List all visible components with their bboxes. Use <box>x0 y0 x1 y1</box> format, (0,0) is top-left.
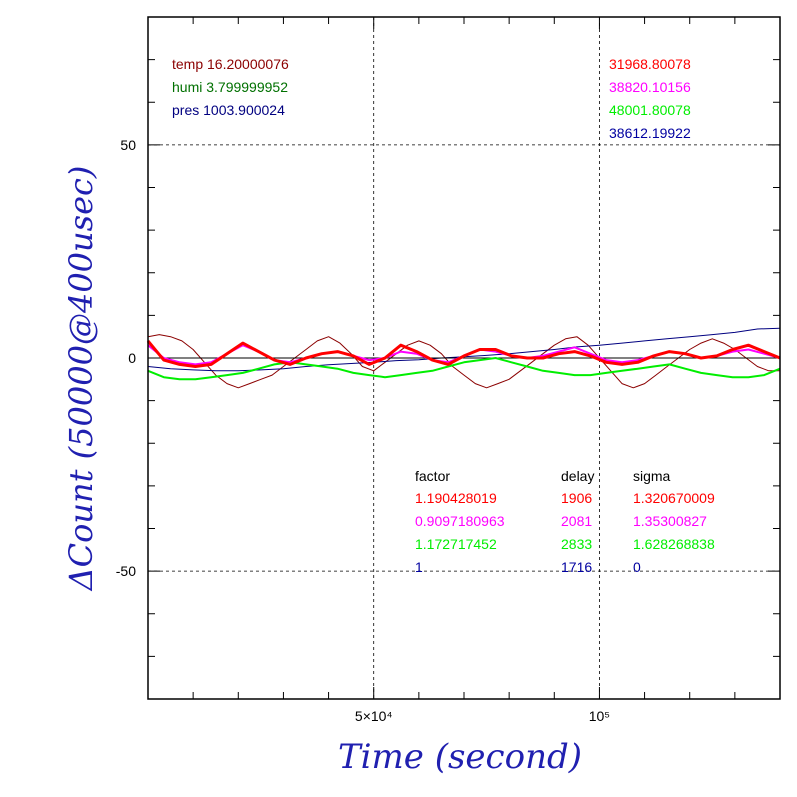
table-cell: 1906 <box>561 490 592 506</box>
table-header: delay <box>561 468 594 484</box>
table-cell: 1.172717452 <box>415 536 497 552</box>
tick-labels: 5×10⁴ 10⁵ 50 0 -50 <box>116 137 610 724</box>
table-cell: 0.9097180963 <box>415 513 505 529</box>
stats-table: factor delay sigma 1.190428019 1906 1.3206700… <box>415 468 715 575</box>
table-cell: 2081 <box>561 513 592 529</box>
env-label: temp 16.20000076 <box>172 56 289 72</box>
series-line-0 <box>147 334 780 389</box>
minor-ticks <box>148 17 780 699</box>
series-line-1 <box>147 327 781 372</box>
x-axis-title: Time (second) <box>338 737 582 777</box>
y-axis-title: ΔCount (50000@400usec) <box>62 166 100 593</box>
environment-labels: temp 16.20000076 humi 3.799999952 pres 100… <box>172 56 289 118</box>
count-label: 38612.19922 <box>609 125 691 141</box>
series-line-3 <box>147 357 781 381</box>
table-cell: 1.35300827 <box>633 513 707 529</box>
table-header: factor <box>415 468 450 484</box>
table-cell: 1.628268838 <box>633 536 715 552</box>
table-cell: 2833 <box>561 536 592 552</box>
count-labels: 31968.80078 38820.10156 48001.80078 38612.1… <box>609 56 691 141</box>
y-tick-label: 50 <box>120 137 136 153</box>
table-cell: 0 <box>633 559 641 575</box>
table-cell: 1716 <box>561 559 592 575</box>
count-label: 31968.80078 <box>609 56 691 72</box>
y-tick-label: -50 <box>116 563 136 579</box>
y-tick-label: 0 <box>128 350 136 366</box>
env-label: pres 1003.900024 <box>172 102 285 118</box>
series-line-5 <box>146 339 781 368</box>
count-label: 48001.80078 <box>609 102 691 118</box>
table-cell: 1.190428019 <box>415 490 497 506</box>
x-tick-label: 5×10⁴ <box>355 708 393 724</box>
table-header: sigma <box>633 468 671 484</box>
series-lines <box>146 327 781 389</box>
count-label: 38820.10156 <box>609 79 691 95</box>
plot-frame <box>147 16 781 700</box>
env-label: humi 3.799999952 <box>172 79 288 95</box>
table-cell: 1 <box>415 559 423 575</box>
x-tick-label: 10⁵ <box>589 708 610 724</box>
table-cell: 1.320670009 <box>633 490 715 506</box>
